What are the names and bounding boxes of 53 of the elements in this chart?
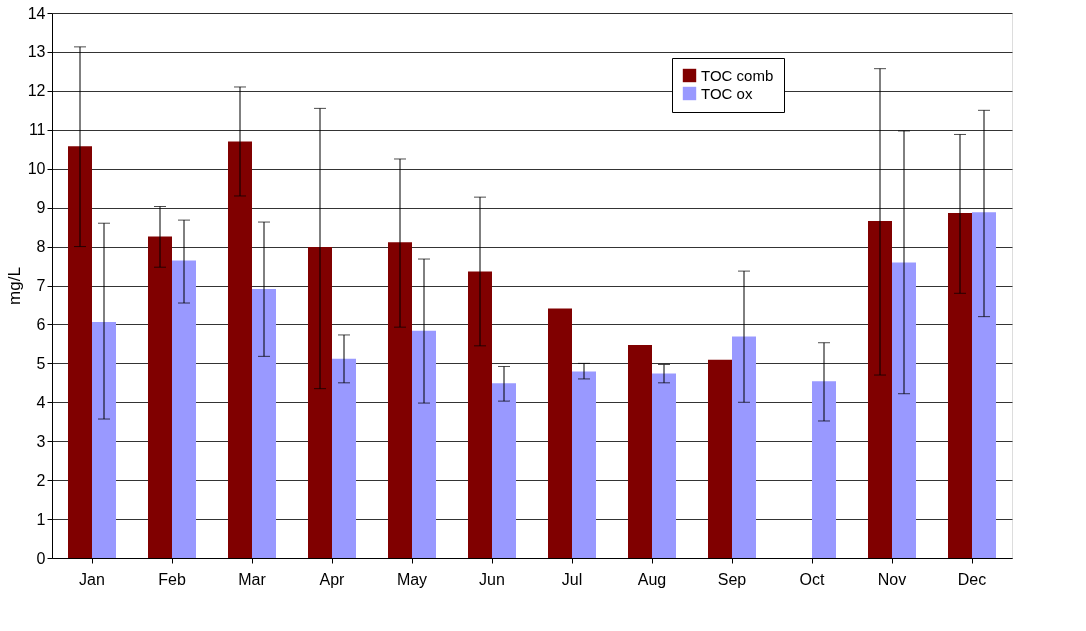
y-tick-label: 1 [36, 510, 46, 528]
y-tick-label: 10 [27, 160, 46, 178]
bar [892, 262, 916, 558]
x-tick-label: Nov [877, 570, 907, 588]
bar [868, 220, 892, 558]
bar [572, 371, 596, 558]
bar [148, 236, 172, 558]
y-tick-label: 3 [36, 432, 46, 450]
y-tick-label: 9 [36, 199, 46, 217]
x-tick-label: Feb [158, 570, 186, 588]
legend-label: TOC ox [701, 84, 753, 102]
y-tick-label: 7 [36, 277, 46, 294]
bar [812, 381, 836, 558]
bar [68, 146, 92, 558]
x-tick-label: Apr [319, 570, 346, 588]
legend-label: TOC comb [701, 66, 774, 84]
bar [412, 330, 436, 558]
x-tick-label: Aug [637, 570, 667, 588]
y-tick-label: 12 [27, 82, 46, 100]
y-tick-label: 8 [36, 238, 46, 256]
x-tick-label: Dec [957, 570, 987, 588]
y-tick-label: 4 [36, 393, 46, 411]
y-tick-label: 11 [28, 121, 46, 139]
x-tick-label: Oct [799, 570, 825, 588]
x-tick-label: May [396, 570, 428, 588]
bar [228, 141, 252, 558]
y-tick-label: 2 [36, 471, 46, 489]
y-tick-label: 14 [27, 4, 46, 22]
bar [388, 242, 412, 558]
x-tick-label: Sep [717, 570, 747, 588]
bar [308, 246, 332, 558]
bar [252, 289, 276, 558]
bar [628, 345, 652, 558]
y-tick-label: 5 [36, 354, 46, 372]
y-tick-label: 0 [36, 549, 46, 567]
y-tick-label: 13 [27, 43, 46, 61]
bar [652, 373, 676, 558]
x-tick-label: Mar [238, 570, 267, 588]
bar [332, 358, 356, 558]
y-axis-title: mg/L [4, 267, 24, 305]
bar [492, 383, 516, 558]
bar [708, 359, 732, 558]
x-tick-label: Jun [479, 570, 505, 588]
y-tick-label: 6 [36, 315, 46, 333]
bar [92, 322, 116, 558]
x-tick-label: Jul [561, 570, 583, 588]
bar [732, 336, 756, 558]
bar [468, 271, 492, 558]
bar [548, 308, 572, 558]
bar [972, 212, 996, 558]
bar [172, 260, 196, 558]
x-tick-label: Jan [79, 570, 105, 588]
bar [948, 213, 972, 558]
